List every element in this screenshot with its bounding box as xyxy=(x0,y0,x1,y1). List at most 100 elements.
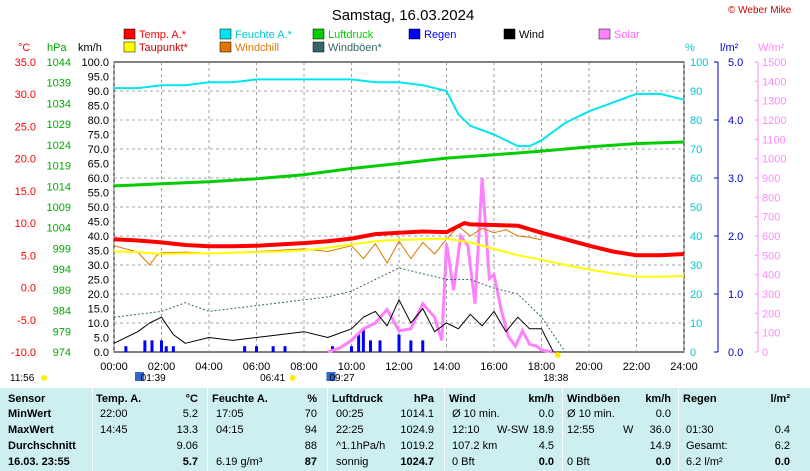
temp-a-line xyxy=(113,221,685,258)
temp-tick-label: 30.0 xyxy=(15,89,36,101)
pressure-tick-label: 999 xyxy=(53,243,71,255)
solar-tick-label: 100 xyxy=(762,328,780,340)
taupunkt-line xyxy=(113,237,685,278)
humidity-tick-label: 40 xyxy=(690,231,702,243)
wind-tick-label: 30.0 xyxy=(88,260,109,272)
pressure-tick-label: 1024 xyxy=(47,140,71,152)
table-header: l/m² xyxy=(770,393,790,405)
gust-cell: 0.0 xyxy=(655,456,671,468)
table-divider xyxy=(678,388,679,471)
luftdruck-line xyxy=(113,140,685,188)
rain-bar xyxy=(421,340,425,352)
table-header: Luftdruck xyxy=(332,393,383,405)
time-tick-label: 24:00 xyxy=(670,361,698,373)
pressure-tick-label: 1039 xyxy=(47,78,71,90)
wind-tick-label: 5.0 xyxy=(94,333,109,345)
table-divider xyxy=(207,388,208,471)
axis-unit-humidity: % xyxy=(685,42,695,54)
wind-tick-label: 70.0 xyxy=(88,144,109,156)
table-header: Wind xyxy=(449,393,476,405)
legend-label-temp-a: Temp. A.* xyxy=(139,29,187,41)
feuchte-a-line xyxy=(114,78,685,148)
legend-label-solar: Solar xyxy=(614,29,640,41)
temp-tick-label: 10.0 xyxy=(15,218,36,230)
wind-tick-label: 25.0 xyxy=(88,275,109,287)
pressure-tick-label: 1044 xyxy=(47,57,71,69)
wind-tick-label: 10.0 xyxy=(88,318,109,330)
pressure-tick-label: 1009 xyxy=(47,202,71,214)
rain-tick-label: 4.0 xyxy=(728,115,743,127)
humidity-time-cell: 17:05 xyxy=(216,408,244,420)
legend-swatch-temp-a xyxy=(123,28,136,40)
legend: Temp. A.* Feuchte A.* Luftdruck Regen Wind So… xyxy=(123,28,640,54)
rain-bar xyxy=(160,340,163,352)
humidity-tick-label: 100 xyxy=(690,57,708,69)
rain-tick-label: 5.0 xyxy=(728,57,743,69)
legend-swatch-solar xyxy=(598,28,611,40)
table-header: Feuchte A. xyxy=(212,393,268,405)
pressure-cell: 1024.7 xyxy=(400,456,434,468)
wind-label-cell: Ø 10 min. xyxy=(452,408,500,420)
rain-bar xyxy=(255,346,258,352)
humidity-tick-label: 90 xyxy=(690,86,702,98)
gust-label-cell: Ø 10 min. xyxy=(567,408,615,420)
table-divider xyxy=(92,388,93,471)
humidity-tick-label: 0 xyxy=(690,347,696,359)
sunset-icon xyxy=(554,352,561,358)
legend-label-regen: Regen xyxy=(424,29,456,41)
rain-bar xyxy=(171,346,175,352)
humidity-cell: 88 xyxy=(304,440,317,452)
wind-tick-label: 90.0 xyxy=(88,86,109,98)
rain-label-cell: Gesamt: xyxy=(686,440,728,452)
gust-label-cell: 12:55 xyxy=(567,424,595,436)
humidity-cell: 87 xyxy=(304,456,317,468)
pressure-tick-label: 974 xyxy=(53,347,71,359)
humidity-time-cell: 6.19 g/m³ xyxy=(216,456,263,468)
solar-tick-label: 1400 xyxy=(762,76,786,88)
pressure-tick-label: 989 xyxy=(53,285,71,297)
legend-label-wind: Wind xyxy=(519,29,544,41)
pressure-time-cell: sonnig xyxy=(336,456,369,468)
solar-tick-label: 200 xyxy=(762,308,780,320)
sun-icon xyxy=(41,375,47,381)
time-tick-label: 18:00 xyxy=(528,361,556,373)
rain-tick-label: 1.0 xyxy=(728,289,743,301)
rain-bar xyxy=(409,340,413,352)
sunrise-label: 06:41 xyxy=(260,373,285,384)
legend-label-luftdruck: Luftdruck xyxy=(328,29,374,41)
wind-tick-label: 95.0 xyxy=(88,72,109,84)
gust-direction-cell: W xyxy=(623,424,634,436)
humidity-tick-label: 10 xyxy=(690,318,702,330)
humidity-cell: 94 xyxy=(304,424,317,436)
solar-tick-label: 800 xyxy=(762,192,780,204)
moonset-label: 01:39 xyxy=(141,373,166,384)
rain-bar xyxy=(271,346,275,352)
humidity-tick-label: 30 xyxy=(690,260,702,272)
temp-time-cell: 22:00 xyxy=(100,408,128,420)
moonrise-label: 09:27 xyxy=(329,373,354,384)
table-divider xyxy=(562,388,563,471)
chart-title: Samstag, 16.03.2024 xyxy=(332,7,475,24)
temp-tick-label: -10.0 xyxy=(11,347,36,359)
legend-swatch-windchill xyxy=(219,41,232,53)
rain-bar xyxy=(397,334,401,352)
statistics-table: Sensor Temp. A. °C Feuchte A.% Luftdruck hPa W… xyxy=(0,388,810,471)
legend-label-taupunkt: Taupunkt* xyxy=(139,42,189,54)
time-tick-label: 16:00 xyxy=(480,361,508,373)
wind-line xyxy=(113,299,554,353)
wind-tick-label: 20.0 xyxy=(88,289,109,301)
wind-tick-label: 35.0 xyxy=(88,246,109,258)
moonrise-icon xyxy=(326,372,336,381)
rain-tick-label: 0.0 xyxy=(728,347,743,359)
solar-tick-label: 300 xyxy=(762,289,780,301)
time-tick-label: 12:00 xyxy=(385,361,413,373)
rain-cell: 6.2 xyxy=(774,440,790,452)
time-tick-label: 22:00 xyxy=(623,361,651,373)
wind-tick-label: 80.0 xyxy=(88,115,109,127)
humidity-time-cell: 04:15 xyxy=(216,424,244,436)
start-time-label: 11:56 xyxy=(10,373,35,384)
solar-tick-label: 0 xyxy=(762,347,768,359)
time-tick-label: 08:00 xyxy=(290,361,318,373)
chart-grid xyxy=(113,61,685,353)
wind-cell: 0.0 xyxy=(538,456,554,468)
